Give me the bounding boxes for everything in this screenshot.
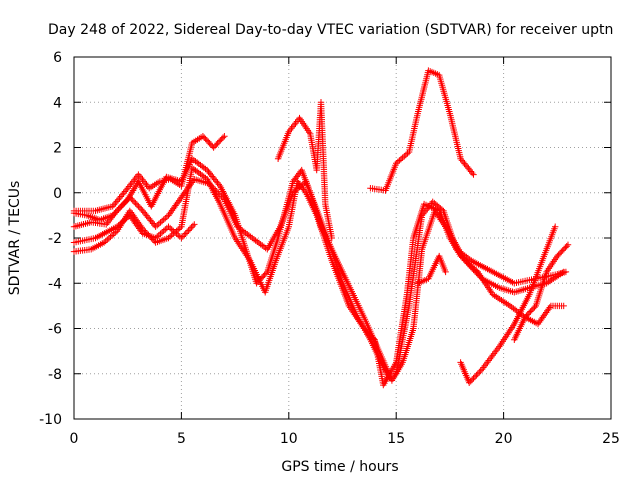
- series-marks: [414, 252, 449, 287]
- y-tick-label: -10: [39, 412, 62, 428]
- y-tick-labels: -10 -8 -6 -4 -2 0 2 4 6: [39, 50, 62, 428]
- x-tick-label: 20: [495, 431, 513, 447]
- y-tick-label: -8: [48, 367, 62, 383]
- series-track-11: [414, 252, 449, 287]
- series-track-7: [367, 67, 477, 194]
- series-marks: [70, 212, 198, 246]
- series-track-4: [70, 164, 567, 389]
- series-track-9: [457, 223, 559, 386]
- series-track-6: [274, 99, 335, 242]
- axis-ticks: [73, 56, 612, 420]
- series-marks: [70, 164, 567, 389]
- series-track-10: [511, 241, 572, 343]
- series-marks: [457, 223, 559, 386]
- x-tick-label: 0: [70, 431, 79, 447]
- series-track-5: [70, 212, 198, 246]
- x-tick-label: 25: [602, 431, 620, 447]
- y-tick-label: -2: [48, 231, 62, 247]
- y-tick-label: -4: [48, 276, 62, 292]
- series-marks: [511, 241, 572, 343]
- data-marks: [70, 67, 572, 389]
- x-axis-title: GPS time / hours: [281, 459, 398, 475]
- series-marks: [367, 67, 477, 194]
- series-marks: [393, 198, 570, 377]
- series-marks: [274, 99, 335, 242]
- x-tick-label: 10: [280, 431, 298, 447]
- x-tick-label: 5: [177, 431, 186, 447]
- y-tick-label: 6: [53, 50, 62, 66]
- y-axis-title: SDTVAR / TECUs: [7, 181, 23, 296]
- x-tick-label: 15: [387, 431, 405, 447]
- series-track-8: [393, 198, 570, 377]
- x-tick-labels: 0 5 10 15 20 25: [70, 431, 620, 447]
- y-tick-label: 2: [53, 141, 62, 157]
- y-tick-label: -6: [48, 322, 62, 338]
- chart-title: Day 248 of 2022, Sidereal Day-to-day VTE…: [48, 22, 613, 38]
- y-tick-label: 0: [53, 186, 62, 202]
- y-tick-label: 4: [53, 95, 62, 111]
